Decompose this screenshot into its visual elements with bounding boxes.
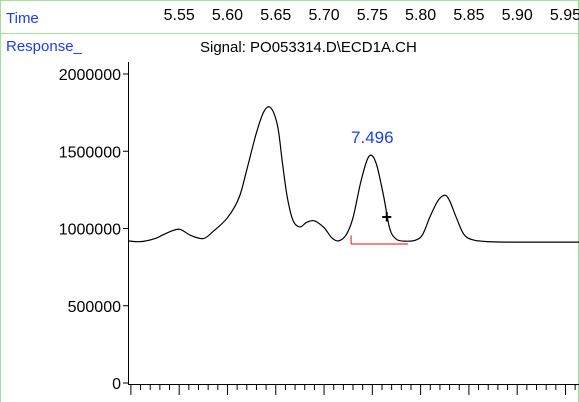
x-tick-label: 5.55 bbox=[164, 7, 195, 24]
x-tick-label: 5.95 bbox=[550, 7, 579, 24]
x-tick-label: 5.80 bbox=[405, 7, 436, 24]
x-ticks bbox=[130, 384, 576, 395]
peak-annotations: 7.496 + bbox=[351, 128, 394, 227]
y-tick-label: 1500000 bbox=[59, 144, 121, 161]
time-axis-label: Time bbox=[6, 10, 39, 27]
y-tick-label: 2000000 bbox=[59, 67, 121, 84]
x-tick-label: 5.65 bbox=[260, 7, 291, 24]
x-tick-labels: 5.55 5.60 5.65 5.70 5.75 5.80 5.85 5.90 5.95 bbox=[164, 7, 579, 24]
x-tick-label: 5.85 bbox=[453, 7, 484, 24]
integration-baseline bbox=[350, 235, 409, 245]
y-tick-label: 0 bbox=[112, 376, 121, 393]
x-tick-label: 5.75 bbox=[357, 7, 388, 24]
y-tick-label: 1000000 bbox=[59, 222, 121, 239]
y-ticks: 0 500000 1000000 1500000 2000000 bbox=[59, 67, 128, 393]
y-tick-label: 500000 bbox=[68, 299, 121, 316]
signal-trace-line bbox=[127, 106, 579, 243]
x-tick-label: 5.90 bbox=[502, 7, 533, 24]
response-axis-label: Response_ bbox=[6, 38, 83, 55]
peak-retention-label: 7.496 bbox=[351, 128, 394, 147]
x-tick-label: 5.70 bbox=[308, 7, 339, 24]
x-tick-label: 5.60 bbox=[212, 7, 243, 24]
peak-apex-marker: + bbox=[382, 207, 393, 227]
signal-title: Signal: PO053314.D\ECD1A.CH bbox=[200, 39, 417, 56]
